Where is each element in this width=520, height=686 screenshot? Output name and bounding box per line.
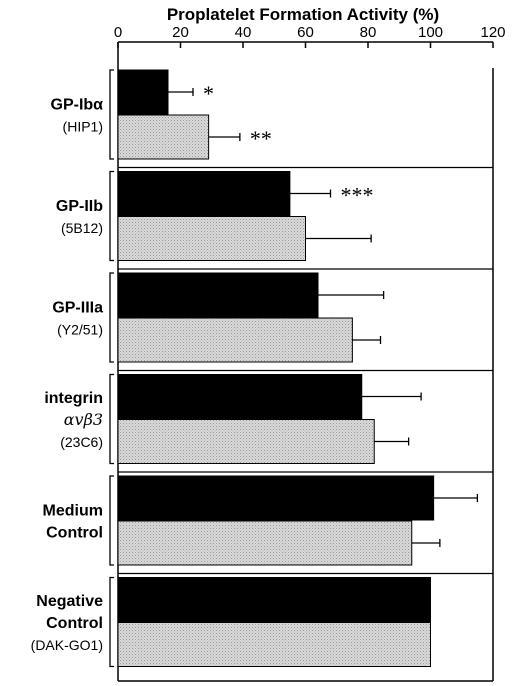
bar-g3-black — [117, 374, 363, 419]
group-label-4-line-1: Control — [46, 525, 103, 542]
group-label-5-line-2: (DAK-GO1) — [31, 637, 103, 653]
bar-g1-gray — [117, 216, 306, 261]
bar-g2-black — [117, 272, 319, 318]
x-tick-label-120: 120 — [480, 24, 505, 41]
group-label-0-line-0: GP-Ibα — [51, 97, 104, 114]
group-label-3-line-0: integrin — [44, 390, 103, 407]
chart-title: Proplatelet Formation Activity (%) — [167, 5, 439, 24]
bar-g5-gray — [117, 622, 431, 667]
group-label-2-line-0: GP-IIIa — [52, 300, 103, 317]
x-tick-label-20: 20 — [172, 24, 189, 41]
group-label-5-line-1: Control — [46, 615, 103, 632]
group-label-4-line-0: Medium — [43, 503, 103, 520]
group-bracket-5 — [109, 576, 114, 668]
group-bracket-3 — [109, 373, 114, 465]
group-label-0-line-1: (HIP1) — [63, 119, 103, 135]
bar-g4-gray — [117, 520, 413, 566]
group-bracket-2 — [109, 272, 114, 363]
bar-g5-black — [117, 577, 431, 622]
group-label-3-line-1: αvβ3 — [64, 410, 103, 429]
group-bracket-4 — [109, 475, 114, 566]
x-tick-label-0: 0 — [114, 24, 122, 41]
group-labels: GP-Ibα (HIP1) GP-IIb (5B12) GP-IIIa (Y2/51) in… — [31, 69, 114, 668]
x-axis: 0 20 40 60 80 100 120 — [114, 24, 506, 48]
sig-marker-g1-black: *** — [341, 183, 374, 208]
x-tick-label-100: 100 — [418, 24, 443, 41]
group-label-3-line-2: (23C6) — [60, 434, 103, 450]
x-tick-label-80: 80 — [360, 24, 377, 41]
x-tick-label-60: 60 — [297, 24, 314, 41]
group-label-1-line-0: GP-IIb — [56, 198, 103, 215]
bar-g1-black — [117, 171, 291, 216]
group-label-5-line-0: Negative — [36, 593, 103, 610]
bar-g2-gray — [117, 317, 353, 363]
group-bracket-1 — [109, 170, 114, 262]
x-tick-label-40: 40 — [235, 24, 252, 41]
bars-group: ****** — [117, 69, 479, 667]
bar-g0-black — [117, 69, 169, 115]
sig-marker-g0-gray: ** — [250, 126, 272, 151]
sig-marker-g0-black: * — [203, 81, 214, 106]
bar-g3-gray — [117, 419, 375, 464]
bar-g0-gray — [117, 114, 210, 160]
group-label-2-line-1: (Y2/51) — [57, 322, 103, 338]
bar-g4-black — [117, 475, 435, 521]
group-label-1-line-1: (5B12) — [61, 220, 103, 236]
group-bracket-0 — [109, 69, 114, 160]
